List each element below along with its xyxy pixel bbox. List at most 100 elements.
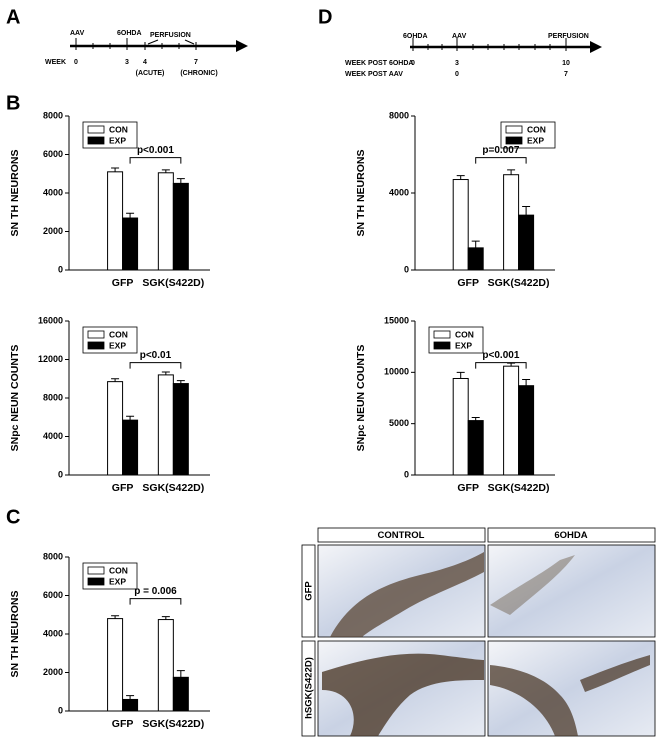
- y-tick-label: 2000: [43, 226, 63, 236]
- legend-label: CON: [109, 329, 128, 339]
- error-bar: [161, 616, 170, 620]
- legend-label: CON: [455, 329, 474, 339]
- annotation: p<0.01: [140, 350, 172, 361]
- week-label: 0: [74, 59, 78, 66]
- column-header: 6OHDA: [554, 530, 587, 541]
- y-tick-label: 4000: [43, 431, 63, 441]
- y-tick-label: 8000: [389, 110, 409, 120]
- error-bar: [161, 169, 170, 173]
- x-tick-label: GFP: [112, 277, 134, 289]
- row-label: WEEK POST 6OHDA: [345, 60, 413, 67]
- y-tick-label: 5000: [389, 418, 409, 428]
- error-bar: [126, 415, 135, 421]
- y-axis-label: SN TH NEURONS: [355, 150, 367, 237]
- bar: [172, 383, 189, 476]
- legend-swatch: [87, 566, 105, 575]
- legend-label: EXP: [109, 576, 126, 586]
- error-bar: [456, 371, 465, 379]
- bar: [107, 618, 124, 712]
- week-label: 3: [125, 59, 129, 66]
- bar: [157, 374, 174, 476]
- note: (ACUTE): [136, 70, 165, 77]
- error-bar: [176, 670, 185, 678]
- annotation: p<0.001: [137, 145, 174, 156]
- legend-swatch: [87, 136, 105, 145]
- y-tick-label: 6000: [43, 590, 63, 600]
- event-label: PERFUSION: [150, 32, 191, 39]
- x-tick-label: SGK(S422D): [142, 482, 204, 494]
- x-tick-label: SGK(S422D): [142, 277, 204, 289]
- legend-label: EXP: [109, 135, 126, 145]
- y-tick-label: 4000: [43, 187, 63, 197]
- bar: [107, 171, 124, 271]
- error-bar: [507, 169, 516, 175]
- error-bar: [111, 167, 120, 172]
- bar: [157, 619, 174, 712]
- y-tick-label: 0: [58, 705, 63, 715]
- bar: [503, 365, 520, 476]
- note: (CHRONIC): [180, 70, 217, 77]
- bar: [122, 698, 139, 712]
- event-label: 6OHDA: [403, 33, 428, 40]
- error-bar: [507, 362, 516, 367]
- error-bar: [161, 371, 170, 375]
- y-tick-label: 12000: [38, 354, 63, 364]
- legend-swatch: [87, 577, 105, 586]
- event-label: AAV: [70, 30, 85, 37]
- week-label: 0: [411, 60, 415, 67]
- annotation: p<0.001: [482, 350, 519, 361]
- legend-label: EXP: [109, 340, 126, 350]
- x-tick-label: GFP: [457, 277, 479, 289]
- legend-swatch: [87, 125, 105, 134]
- timeline-a: AAV 6OHDA PERFUSION WEEK 0 3 4 7 (ACUTE)…: [45, 30, 248, 77]
- y-tick-label: 8000: [43, 392, 63, 402]
- legend-label: EXP: [527, 135, 544, 145]
- error-bar: [176, 380, 185, 384]
- week-label: 4: [143, 59, 147, 66]
- y-tick-label: 0: [58, 264, 63, 274]
- y-axis-label: SNpc NEUN COUNTS: [355, 345, 367, 452]
- micrograph: [317, 544, 486, 638]
- y-tick-label: 8000: [43, 110, 63, 120]
- event-label: AAV: [452, 33, 467, 40]
- legend-swatch: [433, 330, 451, 339]
- annotation: p=0.007: [482, 145, 519, 156]
- y-tick-label: 2000: [43, 667, 63, 677]
- micrograph: [317, 640, 486, 737]
- legend-swatch: [433, 341, 451, 350]
- bar: [518, 385, 535, 476]
- column-header: CONTROL: [378, 530, 425, 541]
- week-label: 7: [564, 71, 568, 78]
- legend-swatch: [505, 136, 523, 145]
- x-tick-label: SGK(S422D): [142, 718, 204, 730]
- y-tick-label: 4000: [389, 187, 409, 197]
- annotation: p = 0.006: [134, 586, 177, 597]
- significance-bracket: [475, 157, 527, 164]
- event-label: 6OHDA: [117, 30, 142, 37]
- y-tick-label: 15000: [384, 315, 409, 325]
- x-tick-label: GFP: [112, 718, 134, 730]
- week-label: 10: [562, 60, 570, 67]
- legend-label: EXP: [455, 340, 472, 350]
- error-bar: [471, 417, 480, 421]
- y-tick-label: 16000: [38, 315, 63, 325]
- micrograph-panel: CONTROL 6OHDA GFP hSGK(S422D): [301, 527, 656, 737]
- bar: [122, 217, 139, 271]
- significance-bracket: [129, 362, 182, 369]
- error-bar: [111, 615, 120, 619]
- x-tick-label: GFP: [112, 482, 134, 494]
- y-tick-label: 0: [58, 469, 63, 479]
- week-label: 0: [455, 71, 459, 78]
- error-bar: [126, 212, 135, 219]
- legend-swatch: [87, 330, 105, 339]
- legend-swatch: [87, 341, 105, 350]
- legend-label: CON: [109, 124, 128, 134]
- bar: [467, 247, 484, 271]
- bar: [452, 377, 469, 476]
- legend-swatch: [505, 125, 523, 134]
- micrograph: [487, 544, 656, 638]
- error-bar: [522, 379, 531, 386]
- y-axis-label: SN TH NEURONS: [9, 150, 21, 237]
- y-tick-label: 0: [404, 264, 409, 274]
